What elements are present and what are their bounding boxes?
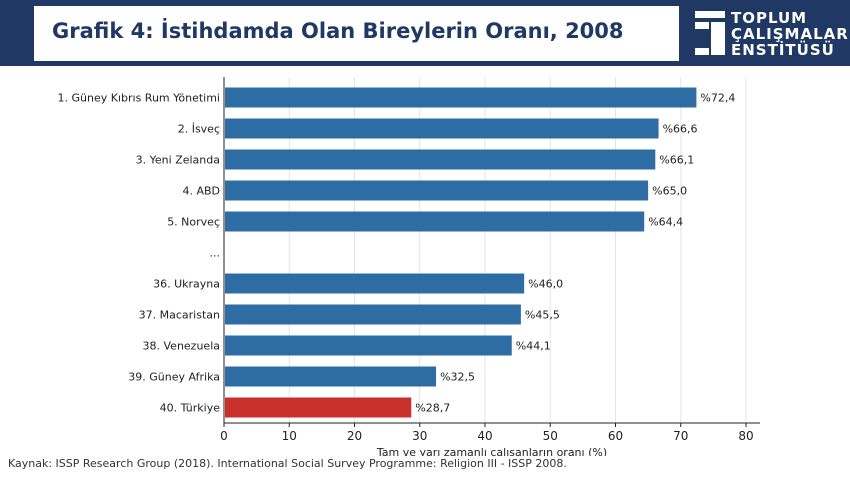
- logo-text-line-3: ENSTİTÜSÜ: [731, 41, 835, 59]
- data-label-3: %65,0: [652, 185, 687, 198]
- x-tick-label-7: 70: [673, 429, 688, 443]
- x-tick-label-0: 0: [220, 429, 228, 443]
- x-tick-label-1: 10: [282, 429, 297, 443]
- category-label-9: 39. Güney Afrika: [128, 371, 220, 384]
- category-label-7: 37. Macaristan: [139, 309, 220, 322]
- bar-10: [225, 397, 412, 418]
- data-label-2: %66,1: [659, 154, 694, 167]
- category-label-0: 1. Güney Kıbrıs Rum Yönetimi: [58, 92, 221, 105]
- x-tick-label-4: 40: [477, 429, 492, 443]
- data-label-1: %66,6: [663, 123, 698, 136]
- title-box: Grafik 4: İstihdamda Olan Bireylerin Ora…: [34, 6, 679, 61]
- data-label-9: %32,5: [440, 371, 475, 384]
- data-label-0: %72,4: [700, 92, 735, 105]
- logo: TOPLUM ÇALIŞMALARI ENSTİTÜSÜ: [693, 8, 850, 60]
- header-bar: Grafik 4: İstihdamda Olan Bireylerin Ora…: [0, 0, 850, 66]
- bar-1: [225, 118, 659, 139]
- logo-text-line-1: TOPLUM: [731, 9, 808, 27]
- category-label-10: 40. Türkiye: [160, 402, 221, 415]
- x-tick-label-6: 60: [608, 429, 623, 443]
- x-tick-label-8: 80: [738, 429, 753, 443]
- category-label-3: 4. ABD: [182, 185, 220, 198]
- category-label-6: 36. Ukrayna: [153, 278, 220, 291]
- bar-3: [225, 180, 649, 201]
- bar-2: [225, 149, 656, 170]
- bar-6: [225, 273, 525, 294]
- bar-9: [225, 366, 437, 387]
- x-axis-label: Tam ve yarı zamanlı çalışanların oranı (…: [376, 446, 607, 456]
- data-label-6: %46,0: [528, 278, 563, 291]
- bar-4: [225, 211, 645, 232]
- data-label-10: %28,7: [415, 402, 450, 415]
- bar-8: [225, 335, 512, 356]
- category-label-8: 38. Venezuela: [143, 340, 220, 353]
- bar-0: [225, 87, 697, 108]
- x-tick-label-5: 50: [543, 429, 558, 443]
- chart-title: Grafik 4: İstihdamda Olan Bireylerin Ora…: [52, 19, 624, 43]
- data-label-7: %45,5: [525, 309, 560, 322]
- category-label-1: 2. İsveç: [178, 123, 220, 136]
- bar-7: [225, 304, 521, 325]
- category-label-2: 3. Yeni Zelanda: [136, 154, 220, 167]
- x-tick-label-2: 20: [347, 429, 362, 443]
- logo-text-line-2: ÇALIŞMALARI: [731, 25, 850, 43]
- category-label-5: ...: [210, 247, 221, 260]
- bar-chart: 0 10 20 30 40 50 60 70 80 Tam ve yarı zamanlı çal…: [58, 77, 760, 456]
- x-tick-label-3: 30: [412, 429, 427, 443]
- logo-mark-icon: [695, 11, 725, 55]
- category-label-4: 5. Norveç: [167, 216, 220, 229]
- data-label-8: %44,1: [516, 340, 551, 353]
- source-note: Kaynak: ISSP Research Group (2018). Inte…: [8, 457, 567, 470]
- data-label-4: %64,4: [648, 216, 683, 229]
